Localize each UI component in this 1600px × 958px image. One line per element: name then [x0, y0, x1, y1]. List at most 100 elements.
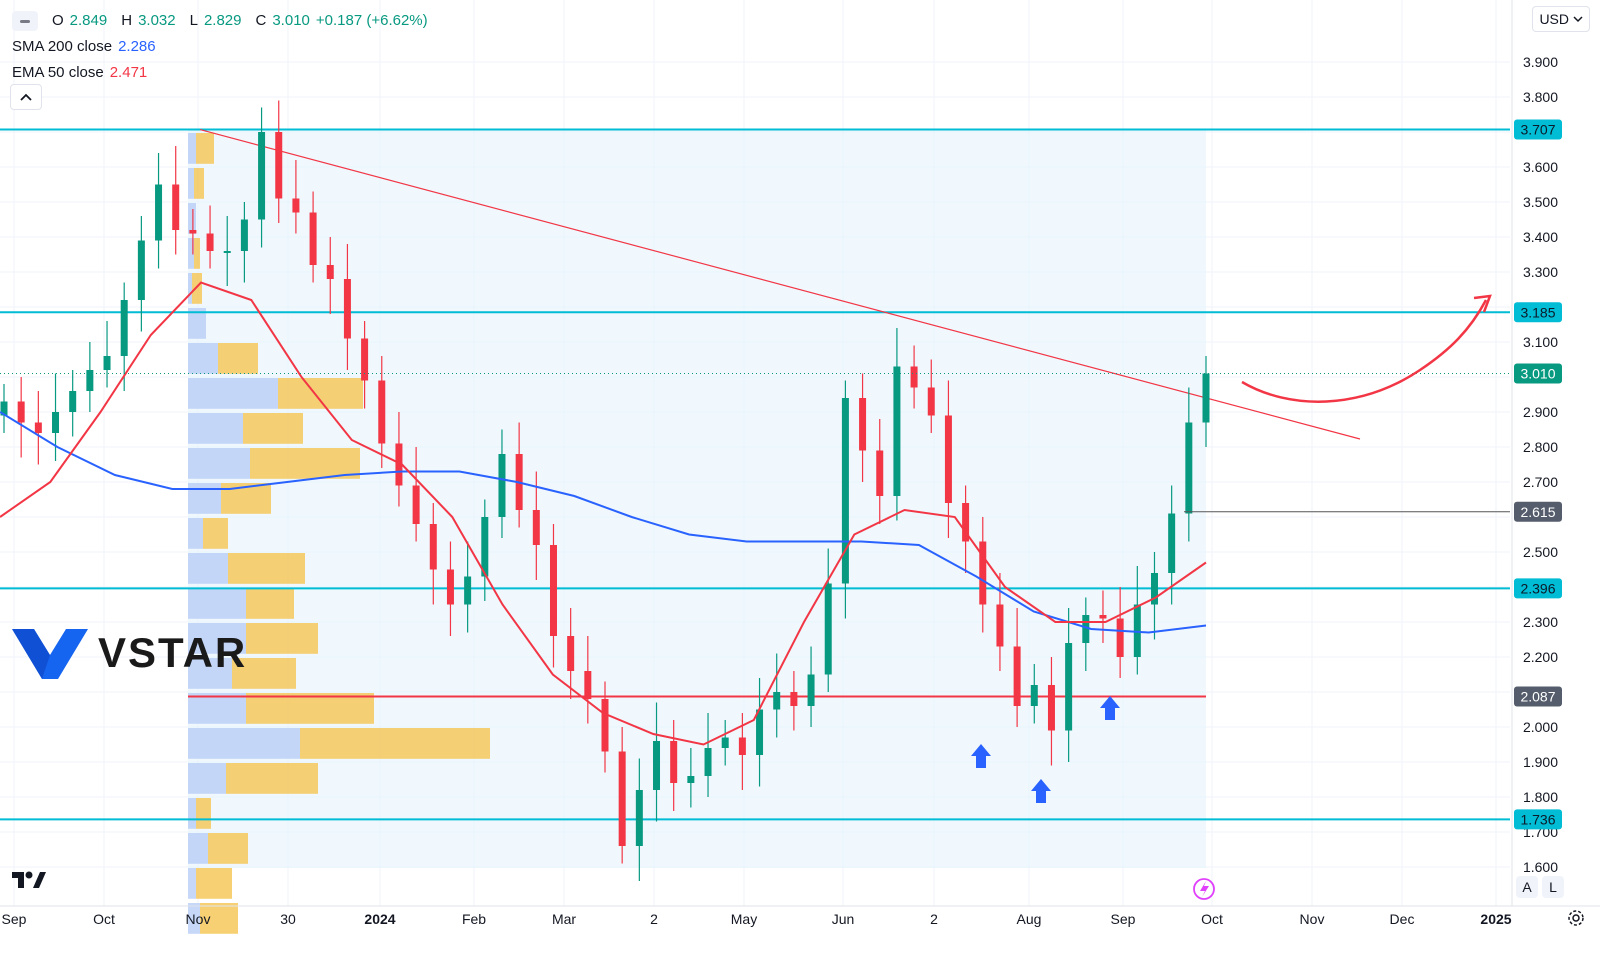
time-axis[interactable]: Sep Oct Nov 30 2024 Feb Mar 2 May Jun 2 Aug Sep Oct No… — [0, 905, 1600, 927]
projection-curved-arrow — [1241, 299, 1488, 403]
time-tick-label: Nov — [186, 911, 211, 927]
volume-profile-sell — [228, 553, 305, 584]
candle-body — [738, 737, 746, 755]
price-tag-bg — [1514, 363, 1562, 384]
candle-body — [17, 401, 25, 423]
volume-profile-sell — [232, 658, 296, 689]
time-tick-label: Jun — [832, 911, 855, 927]
candle-body — [240, 219, 248, 251]
volume-profile-sell — [196, 133, 214, 164]
candle-body — [1099, 615, 1107, 619]
time-tick-label: Oct — [1201, 911, 1223, 927]
ema-50-line — [0, 281, 1207, 746]
up-arrow-icon — [1031, 779, 1051, 803]
auto-scale-button[interactable]: A — [1516, 876, 1538, 898]
price-tick-label: 3.300 — [1523, 264, 1558, 280]
price-tick-label: 3.500 — [1523, 194, 1558, 210]
time-tick-label: Nov — [1300, 911, 1325, 927]
low-value: 2.829 — [203, 12, 242, 29]
open-value: 2.849 — [69, 12, 108, 29]
volume-profile-sell — [196, 868, 232, 899]
candle-body — [1013, 646, 1021, 706]
volume-profile-sell — [278, 378, 363, 409]
price-tick-label: 1.900 — [1523, 754, 1558, 770]
candle-body — [137, 240, 145, 300]
volume-profile-sell — [246, 588, 294, 619]
tradingview-logo-icon[interactable] — [12, 868, 46, 895]
candle-body — [859, 398, 867, 451]
currency-label: USD — [1539, 11, 1569, 27]
ema-label: EMA 50 close — [12, 64, 104, 81]
time-tick-label: 30 — [280, 911, 296, 927]
price-tick-label: 2.300 — [1523, 614, 1558, 630]
time-tick-label: May — [731, 911, 757, 927]
price-tag-label: 2.615 — [1520, 504, 1555, 520]
time-tick-label: Feb — [462, 911, 486, 927]
candle-body — [52, 412, 60, 433]
volume-profile-sell — [226, 763, 318, 794]
lightning-icon[interactable] — [1193, 878, 1215, 900]
volume-profile-sell — [250, 448, 360, 479]
volume-profile-buy — [188, 518, 203, 549]
candle-body — [361, 338, 369, 381]
volume-profile-buy — [188, 273, 192, 304]
candle-body — [1168, 513, 1176, 573]
volume-profile-sell — [246, 693, 374, 724]
candle-body — [635, 790, 643, 846]
price-tag-label: 2.087 — [1520, 689, 1555, 705]
candle-body — [841, 398, 849, 584]
volume-profile-buy — [188, 133, 196, 164]
ema-legend-row[interactable]: EMA 50 close 2.471 — [12, 60, 428, 86]
candle-body — [1116, 618, 1124, 657]
close-label: C — [255, 12, 267, 29]
candlestick-series — [0, 100, 1210, 881]
collapse-icon[interactable] — [12, 11, 38, 31]
price-tick-label: 1.800 — [1523, 789, 1558, 805]
volume-profile-buy — [188, 238, 194, 269]
candle-body — [601, 699, 609, 752]
low-label: L — [189, 12, 198, 29]
high-label: H — [121, 12, 133, 29]
price-tick-label: 2.000 — [1523, 719, 1558, 735]
sma-200-line — [0, 411, 1207, 634]
log-scale-button[interactable]: L — [1542, 876, 1564, 898]
volume-profile-buy — [188, 448, 250, 479]
up-arrow-annotations — [971, 696, 1120, 803]
gear-icon[interactable] — [1566, 908, 1586, 933]
price-tag-bg — [1514, 302, 1562, 323]
candle-body — [927, 387, 935, 416]
collapse-legend-button[interactable] — [10, 84, 42, 110]
price-tick-label: 3.100 — [1523, 334, 1558, 350]
price-tag-label: 1.736 — [1520, 811, 1555, 827]
price-tag-bg — [1514, 578, 1562, 599]
candle-body — [1133, 604, 1141, 657]
candle-body — [1185, 422, 1193, 514]
candle-body — [893, 366, 901, 496]
descending-trendline[interactable] — [199, 128, 1361, 440]
sma-legend-row[interactable]: SMA 200 close 2.286 — [12, 34, 428, 60]
candle-body — [653, 741, 661, 790]
volume-profile-buy — [188, 343, 218, 374]
candle-body — [103, 356, 111, 370]
candle-body — [996, 604, 1004, 647]
time-tick-label: Mar — [552, 911, 576, 927]
price-tag-label: 2.396 — [1520, 580, 1555, 596]
price-tick-label: 3.600 — [1523, 159, 1558, 175]
candle-body — [69, 391, 77, 412]
candle-body — [292, 198, 300, 213]
price-tags: 3.707 3.185 3.010 2.615 2.396 2.087 1.736 — [1514, 119, 1562, 830]
price-tick-label: 2.900 — [1523, 404, 1558, 420]
sma-value: 2.286 — [118, 38, 156, 55]
volume-profile-buy — [188, 483, 221, 514]
volume-profile-buy — [188, 553, 228, 584]
candle-body — [86, 370, 94, 391]
currency-selector[interactable]: USD — [1532, 6, 1590, 32]
projection-arrowhead — [1473, 294, 1492, 313]
time-tick-label: Aug — [1017, 911, 1042, 927]
candle-body — [567, 636, 575, 671]
candle-body — [704, 748, 712, 776]
price-tick-label: 2.500 — [1523, 544, 1558, 560]
price-tag-bg — [1514, 686, 1562, 707]
candle-body — [258, 132, 266, 220]
